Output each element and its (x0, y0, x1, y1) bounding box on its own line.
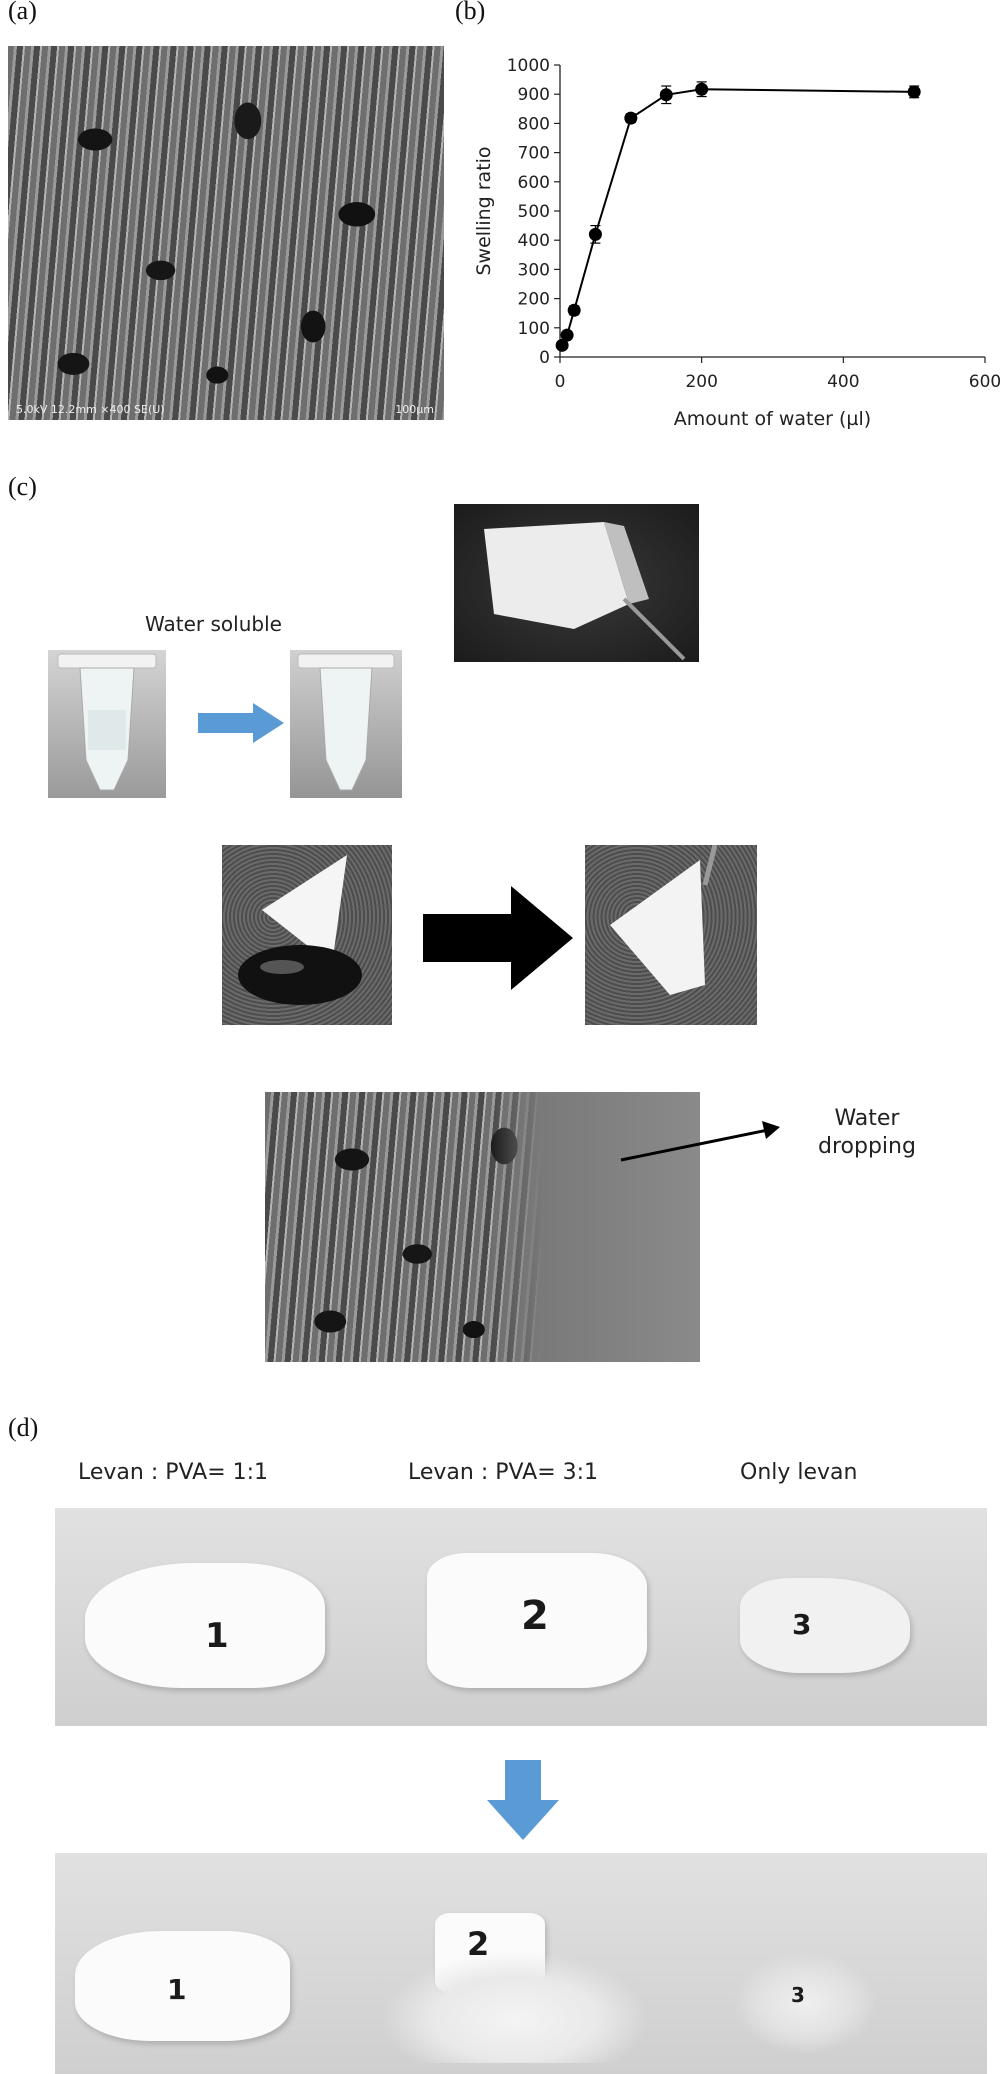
sem-image-water-dropping (265, 1092, 700, 1362)
y-tick-label: 400 (518, 231, 550, 251)
sem-image-porous-scaffold: 5.0kV 12.2mm ×400 SE(U) 100µm (8, 46, 444, 420)
pointer-arrow (620, 1121, 780, 1162)
samples-photo-after: 1 2 3 (55, 1853, 987, 2074)
panel-label-a: (a) (8, 0, 37, 25)
sample-header-2: Levan : PVA= 3:1 (408, 1460, 599, 1485)
sample-number-3-after: 3 (791, 1983, 805, 2007)
blue-arrow-down (487, 1760, 559, 1840)
tube-photo-after (290, 650, 402, 798)
sample-number-2-after: 2 (467, 1925, 490, 1963)
x-tick-label: 600 (969, 372, 1000, 392)
series-line (561, 88, 915, 346)
x-axis-label: Amount of water (µl) (674, 408, 871, 430)
data-point (555, 338, 569, 352)
panel-label-c: (c) (8, 472, 37, 501)
water-dropping-caption: Water dropping (818, 1106, 916, 1159)
sem-scale-label: 100µm (395, 403, 434, 416)
droplet-after-sketch (610, 845, 718, 995)
sample-chip-2 (427, 1553, 647, 1688)
data-point (624, 111, 638, 125)
y-axis-label: Swelling ratio (473, 146, 495, 275)
sample-number-3: 3 (792, 1608, 812, 1641)
y-tick-label: 600 (518, 173, 550, 193)
x-tick-label: 200 (685, 372, 717, 392)
data-point (659, 88, 673, 102)
droplet-photo-after (585, 845, 757, 1025)
black-arrow-right (423, 886, 573, 990)
droplet-before-sketch (238, 855, 362, 1005)
y-tick-label: 100 (518, 319, 550, 339)
tube-photo-before (48, 650, 166, 798)
x-tick-label: 0 (555, 372, 566, 392)
data-point (560, 328, 574, 342)
panel-label-b: (b) (455, 0, 486, 25)
sponge-photo (454, 504, 699, 662)
y-tick-label: 1000 (507, 56, 550, 76)
data-point (695, 82, 709, 96)
y-tick-label: 500 (518, 202, 550, 222)
swelling-ratio-chart: 0 100 200 300 400 500 600 700 800 900 1000 0 200 400 6… (473, 56, 1000, 430)
sample-chip-1 (85, 1563, 325, 1688)
tube-before-icon (57, 653, 157, 791)
data-point (567, 303, 581, 317)
sample-header-1: Levan : PVA= 1:1 (78, 1460, 269, 1485)
y-tick-label: 700 (518, 144, 550, 164)
samples-photo-before: 1 2 3 (55, 1508, 987, 1726)
y-tick-label: 300 (518, 260, 550, 280)
data-point (588, 227, 602, 241)
droplet-photo-before (222, 845, 392, 1025)
sample-2-fragments (385, 1953, 645, 2063)
blue-arrow-right (198, 703, 284, 743)
panel-label-d: (d) (8, 1413, 39, 1442)
sem-caption: 5.0kV 12.2mm ×400 SE(U) (16, 403, 165, 416)
sample-number-1-after: 1 (167, 1973, 187, 2006)
sample-chip-3 (740, 1578, 910, 1673)
sample-number-2: 2 (521, 1593, 549, 1639)
y-tick-label: 200 (518, 290, 550, 310)
data-point (907, 85, 921, 99)
sample-header-3: Only levan (740, 1460, 858, 1485)
sponge-sketch (484, 522, 686, 661)
x-tick-label: 400 (827, 372, 859, 392)
y-tick-label: 900 (518, 85, 550, 105)
sample-number-1: 1 (205, 1616, 229, 1656)
y-tick-label: 0 (539, 348, 550, 368)
water-soluble-caption: Water soluble (145, 612, 282, 636)
sample-chip-1-after (75, 1931, 290, 2041)
sample-3-residue (735, 1953, 875, 2053)
smooth-wetted-region (490, 1092, 700, 1362)
tube-after-icon (297, 653, 395, 791)
y-tick-label: 800 (518, 114, 550, 134)
